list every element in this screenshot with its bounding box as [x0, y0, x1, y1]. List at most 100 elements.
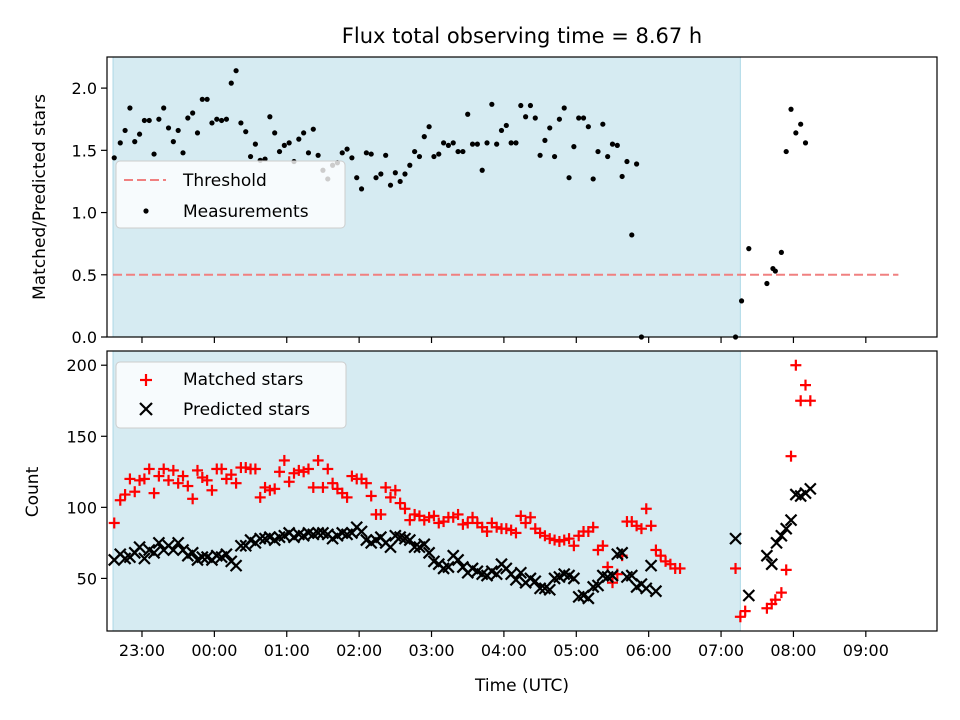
predicted-star-point [760, 549, 774, 562]
measurement-point [421, 134, 427, 140]
measurement-point [440, 140, 447, 146]
measurement-point [252, 141, 258, 147]
y-tick-label: 1.0 [72, 204, 97, 223]
matched-star-point [182, 480, 194, 492]
measurement-point [339, 150, 345, 156]
measurement-point [305, 150, 312, 156]
y-tick-label: 150 [66, 427, 97, 446]
matched-star-point [515, 510, 527, 522]
measurement-point [576, 115, 582, 121]
matched-star-point [312, 454, 324, 466]
matched-star-point [153, 470, 165, 482]
predicted-star-point [649, 584, 663, 598]
bottom-legend: Matched stars Predicted stars [115, 361, 347, 429]
top-legend: Threshold Measurements [115, 160, 346, 229]
predicted-stars-series [107, 482, 817, 605]
measurement-point [431, 153, 437, 160]
measurement-point [798, 121, 804, 127]
bottom-y-ticks: 50 100 150 200 [66, 356, 107, 588]
matched-star-point [553, 535, 565, 547]
bottom-y-axis-label: Count [23, 466, 43, 517]
measurement-point [619, 173, 625, 180]
predicted-star-point [220, 547, 233, 561]
predicted-star-point [490, 567, 503, 581]
top-panel: 0.00.51.01.52.0 Matched/Predicted stars … [30, 56, 938, 347]
measurement-point [450, 140, 456, 146]
predicted-star-point [311, 526, 325, 540]
measurement-point [204, 96, 210, 102]
measurement-point [469, 141, 476, 147]
legend-measurements-label: Measurements [183, 202, 309, 222]
predicted-star-point [528, 574, 542, 588]
predicted-star-point [509, 573, 523, 587]
measurement-point [387, 182, 394, 188]
measurement-point [199, 96, 205, 102]
matched-star-point [428, 510, 440, 522]
matched-star-point [491, 521, 503, 533]
measurement-point [301, 130, 307, 136]
measurement-point [122, 127, 128, 134]
matched-star-point [225, 469, 237, 481]
measurement-point [498, 127, 505, 134]
measurement-point [111, 155, 117, 161]
matched-star-point [167, 464, 179, 476]
measurement-point [185, 115, 191, 121]
matched-star-point [650, 544, 662, 556]
measurement-point [629, 232, 635, 238]
measurement-point [412, 148, 418, 155]
x-tick-label: 06:00 [626, 641, 672, 660]
measurement-point [180, 150, 186, 156]
x-tick-label: 00:00 [191, 641, 237, 660]
measurement-point [445, 142, 452, 148]
matched-star-point [365, 490, 377, 502]
y-tick-label: 50 [77, 569, 97, 588]
measurement-point [190, 110, 196, 116]
matched-star-point [399, 503, 411, 515]
measurement-point [561, 105, 567, 111]
measurement-point [402, 171, 408, 177]
y-tick-label: 100 [66, 498, 97, 517]
measurement-point [595, 148, 601, 155]
matched-star-point [108, 517, 120, 529]
matched-star-point [264, 484, 276, 496]
x-tick-label: 07:00 [698, 641, 744, 660]
measurement-point [392, 170, 398, 176]
measurement-point [474, 141, 480, 147]
matched-star-point [317, 481, 329, 493]
legend-matched-label: Matched stars [183, 370, 303, 390]
matched-star-point [341, 491, 353, 503]
matched-star-point [655, 550, 667, 562]
measurement-point [542, 137, 548, 143]
matched-star-point [163, 474, 175, 486]
measurement-point [310, 126, 316, 132]
matched-star-point [230, 477, 242, 489]
predicted-star-point [384, 540, 397, 554]
measurement-point [634, 161, 640, 167]
measurement-point [465, 111, 471, 117]
measurement-point [170, 139, 176, 145]
measurement-point [416, 153, 423, 160]
predicted-star-point [804, 482, 817, 496]
measurement-point [551, 153, 558, 160]
measurement-point [247, 153, 254, 160]
matched-star-point [201, 474, 213, 486]
measurement-point [783, 148, 789, 155]
measurement-point [117, 140, 123, 146]
matched-star-point [375, 508, 387, 520]
matched-star-point [114, 494, 126, 506]
measurement-point [436, 151, 442, 157]
measurement-point [175, 127, 181, 134]
predicted-star-point [403, 533, 417, 547]
matched-star-point [307, 481, 319, 493]
predicted-star-point [765, 557, 779, 571]
measurement-point [219, 117, 225, 124]
predicted-star-point [644, 559, 658, 572]
matched-star-point [481, 526, 493, 538]
matched-star-point [327, 477, 339, 489]
top-y-ticks: 0.0 0.5 1.0 1.5 2.0 [72, 79, 107, 347]
matched-star-point [544, 533, 556, 545]
measurement-point [272, 130, 278, 136]
measurement-point [373, 175, 379, 181]
matched-star-point [322, 463, 334, 475]
matched-star-point [269, 483, 281, 495]
